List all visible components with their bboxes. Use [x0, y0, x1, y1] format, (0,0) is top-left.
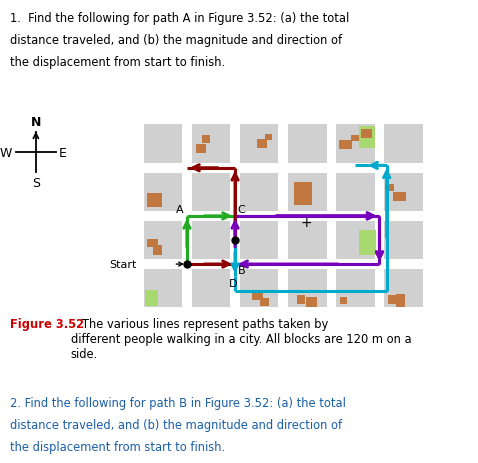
Bar [393, 193, 406, 201]
Text: N: N [31, 115, 41, 128]
Text: distance traveled, and (b) the magnitude and direction of: distance traveled, and (b) the magnitude… [10, 418, 342, 431]
Bar [143, 269, 182, 308]
Bar [359, 231, 376, 256]
Text: A: A [175, 204, 183, 214]
Bar [294, 183, 312, 206]
Text: the displacement from start to finish.: the displacement from start to finish. [10, 56, 225, 69]
Bar [240, 173, 278, 212]
Bar [297, 295, 305, 304]
Bar [240, 221, 278, 260]
Bar [192, 125, 230, 163]
Bar [396, 294, 405, 308]
Bar [288, 269, 326, 308]
Text: C: C [238, 204, 245, 214]
Bar [359, 126, 375, 148]
Bar [288, 173, 326, 212]
Text: W: W [0, 146, 11, 159]
Text: E: E [58, 146, 66, 159]
Bar [340, 297, 347, 304]
Bar [385, 185, 394, 192]
Bar [384, 125, 423, 163]
Text: S: S [32, 177, 40, 190]
Text: D: D [229, 278, 238, 288]
Bar [388, 295, 402, 304]
Bar [240, 125, 278, 163]
Text: +: + [301, 215, 312, 229]
Bar [306, 297, 317, 308]
Bar [384, 269, 423, 308]
Bar [361, 130, 372, 138]
Text: Figure 3.52: Figure 3.52 [10, 317, 84, 330]
Bar [192, 173, 230, 212]
Bar [257, 139, 267, 148]
Bar [143, 173, 182, 212]
Bar [144, 290, 158, 307]
Bar [265, 134, 272, 141]
Bar [147, 194, 162, 208]
Bar [384, 221, 423, 260]
Text: B: B [238, 265, 246, 275]
Bar [336, 221, 375, 260]
Bar [252, 292, 262, 300]
Bar [288, 125, 326, 163]
Bar [147, 239, 158, 248]
Text: distance traveled, and (b) the magnitude and direction of: distance traveled, and (b) the magnitude… [10, 34, 342, 47]
Bar [192, 221, 230, 260]
Bar [288, 221, 326, 260]
Text: Start: Start [109, 259, 136, 269]
Bar [336, 269, 375, 308]
Bar [143, 221, 182, 260]
Bar [336, 125, 375, 163]
Bar [384, 173, 423, 212]
Text: the displacement from start to finish.: the displacement from start to finish. [10, 440, 225, 453]
Bar [240, 269, 278, 308]
Text: 1.  Find the following for path A in Figure 3.52: (a) the total: 1. Find the following for path A in Figu… [10, 12, 349, 25]
Text: 2. Find the following for path B in Figure 3.52: (a) the total: 2. Find the following for path B in Figu… [10, 396, 346, 409]
Text: The various lines represent paths taken by
different people walking in a city. A: The various lines represent paths taken … [71, 317, 412, 360]
Bar [153, 245, 162, 256]
Bar [192, 269, 230, 308]
Bar [260, 298, 269, 307]
Bar [143, 125, 182, 163]
Bar [350, 135, 359, 142]
Bar [338, 141, 352, 150]
Bar [196, 144, 206, 154]
Bar [202, 136, 210, 144]
Bar [336, 173, 375, 212]
